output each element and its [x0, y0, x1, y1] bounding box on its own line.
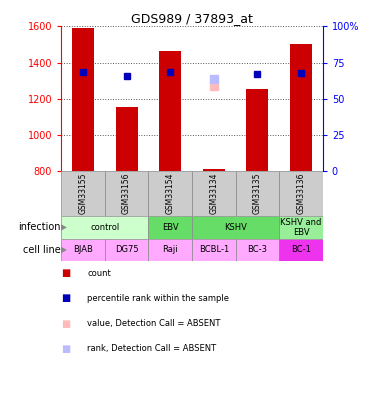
Text: GSM33155: GSM33155 [79, 173, 88, 214]
Bar [61, 216, 148, 239]
Bar [116, 107, 138, 171]
Text: EBV: EBV [162, 223, 178, 232]
Text: BC-1: BC-1 [291, 245, 311, 254]
Bar [192, 239, 236, 261]
Text: KSHV and
EBV: KSHV and EBV [280, 218, 322, 237]
Bar [279, 239, 323, 261]
Text: value, Detection Call = ABSENT: value, Detection Call = ABSENT [87, 319, 221, 328]
Text: percentile rank within the sample: percentile rank within the sample [87, 294, 229, 303]
Text: ■: ■ [61, 294, 70, 303]
Bar [148, 171, 192, 216]
Bar [159, 51, 181, 171]
Text: GSM33135: GSM33135 [253, 173, 262, 214]
Bar [290, 43, 312, 171]
Text: DG75: DG75 [115, 245, 138, 254]
Title: GDS989 / 37893_at: GDS989 / 37893_at [131, 12, 253, 25]
Text: rank, Detection Call = ABSENT: rank, Detection Call = ABSENT [87, 344, 216, 353]
Bar [246, 89, 268, 171]
Text: cell line: cell line [23, 245, 60, 255]
Text: BJAB: BJAB [73, 245, 93, 254]
Text: count: count [87, 269, 111, 278]
Text: BC-3: BC-3 [247, 245, 267, 254]
Text: ■: ■ [61, 319, 70, 328]
Text: GSM33136: GSM33136 [296, 173, 305, 214]
Text: control: control [90, 223, 119, 232]
Bar [192, 171, 236, 216]
Text: infection: infection [18, 222, 60, 232]
Bar [148, 239, 192, 261]
Text: Raji: Raji [162, 245, 178, 254]
Bar [279, 216, 323, 239]
Bar [236, 239, 279, 261]
Bar [105, 171, 148, 216]
Bar [61, 239, 105, 261]
Bar [279, 171, 323, 216]
Polygon shape [61, 247, 67, 254]
Bar [203, 169, 225, 171]
Bar [72, 28, 94, 171]
Bar [148, 216, 192, 239]
Bar [192, 216, 279, 239]
Text: GSM33154: GSM33154 [166, 173, 175, 214]
Bar [236, 171, 279, 216]
Text: GSM33134: GSM33134 [209, 173, 218, 214]
Text: KSHV: KSHV [224, 223, 247, 232]
Bar [61, 171, 105, 216]
Text: ■: ■ [61, 269, 70, 278]
Text: ■: ■ [61, 344, 70, 354]
Polygon shape [61, 224, 67, 231]
Text: BCBL-1: BCBL-1 [198, 245, 229, 254]
Bar [105, 239, 148, 261]
Text: GSM33156: GSM33156 [122, 173, 131, 214]
